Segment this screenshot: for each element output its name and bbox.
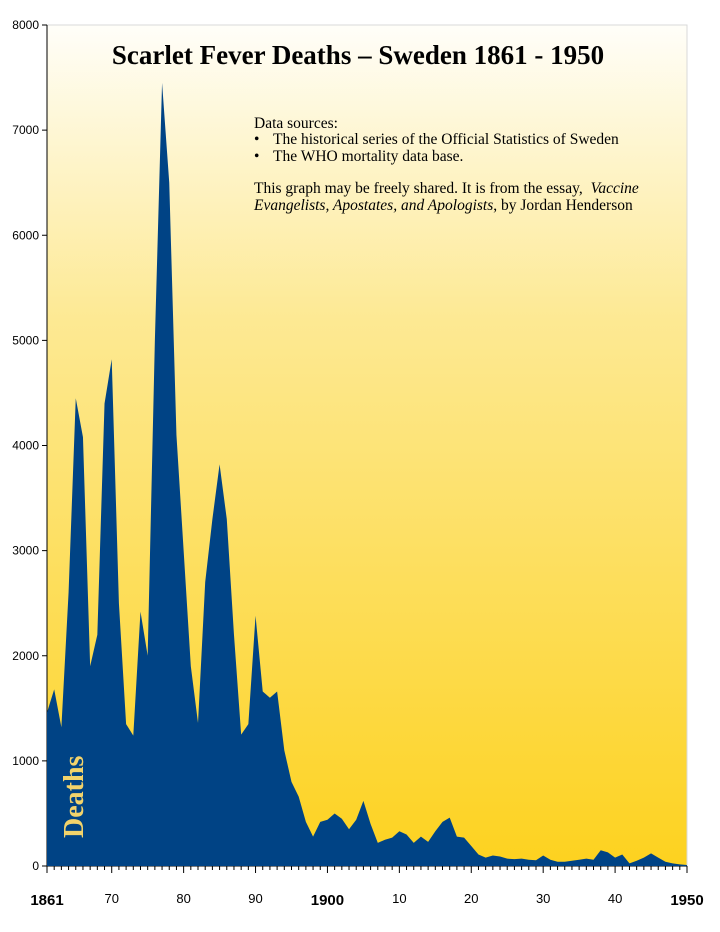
x-tick-label: 1900 bbox=[311, 892, 344, 909]
y-tick-label: 1000 bbox=[12, 754, 39, 768]
share-line-2-italic: Evangelists, Apostates, and Apologists bbox=[253, 197, 493, 214]
source-bullet-1: • bbox=[254, 131, 259, 148]
source-item-1: The historical series of the Official St… bbox=[273, 131, 619, 148]
x-tick-label: 1950 bbox=[670, 892, 703, 909]
x-tick-label: 10 bbox=[392, 891, 406, 906]
share-line-1-plain: This graph may be freely shared. It is f… bbox=[254, 180, 583, 197]
x-tick-label: 40 bbox=[608, 891, 622, 906]
deaths-area-series bbox=[47, 82, 687, 866]
x-tick-label: 90 bbox=[248, 891, 262, 906]
data-sources-note: Data sources: • The historical series of… bbox=[254, 115, 619, 165]
chart-title: Scarlet Fever Deaths – Sweden 1861 - 195… bbox=[112, 40, 604, 70]
x-tick-label: 20 bbox=[464, 891, 478, 906]
y-axis: 0 1000 2000 3000 4000 5000 6000 7000 8000 bbox=[12, 18, 48, 873]
y-tick-label: 0 bbox=[32, 859, 39, 873]
x-tick-label: 30 bbox=[536, 891, 550, 906]
sources-heading: Data sources: bbox=[254, 115, 338, 132]
y-tick-label: 7000 bbox=[12, 123, 39, 137]
share-line-2: Evangelists, Apostates, and Apologists, … bbox=[253, 197, 633, 214]
y-tick-label: 2000 bbox=[12, 649, 39, 663]
x-tick-label: 80 bbox=[176, 891, 190, 906]
x-axis: 1861 70 80 90 1900 10 20 30 40 1950 bbox=[30, 865, 704, 909]
source-item-2: The WHO mortality data base. bbox=[273, 148, 463, 165]
y-tick-label: 6000 bbox=[12, 228, 39, 242]
y-tick-label: 8000 bbox=[12, 18, 39, 32]
y-tick-label: 5000 bbox=[12, 333, 39, 347]
x-tick-label: 70 bbox=[104, 891, 118, 906]
share-note: This graph may be freely shared. It is f… bbox=[253, 180, 639, 214]
y-tick-label: 3000 bbox=[12, 544, 39, 558]
x-tick-label: 1861 bbox=[30, 892, 63, 909]
share-line-1-italic: Vaccine bbox=[591, 180, 639, 197]
share-line-2-plain: , by Jordan Henderson bbox=[493, 197, 633, 214]
y-axis-label: Deaths bbox=[59, 755, 90, 838]
source-bullet-2: • bbox=[254, 148, 259, 165]
share-line-1: This graph may be freely shared. It is f… bbox=[254, 180, 639, 197]
y-tick-label: 4000 bbox=[12, 439, 39, 453]
